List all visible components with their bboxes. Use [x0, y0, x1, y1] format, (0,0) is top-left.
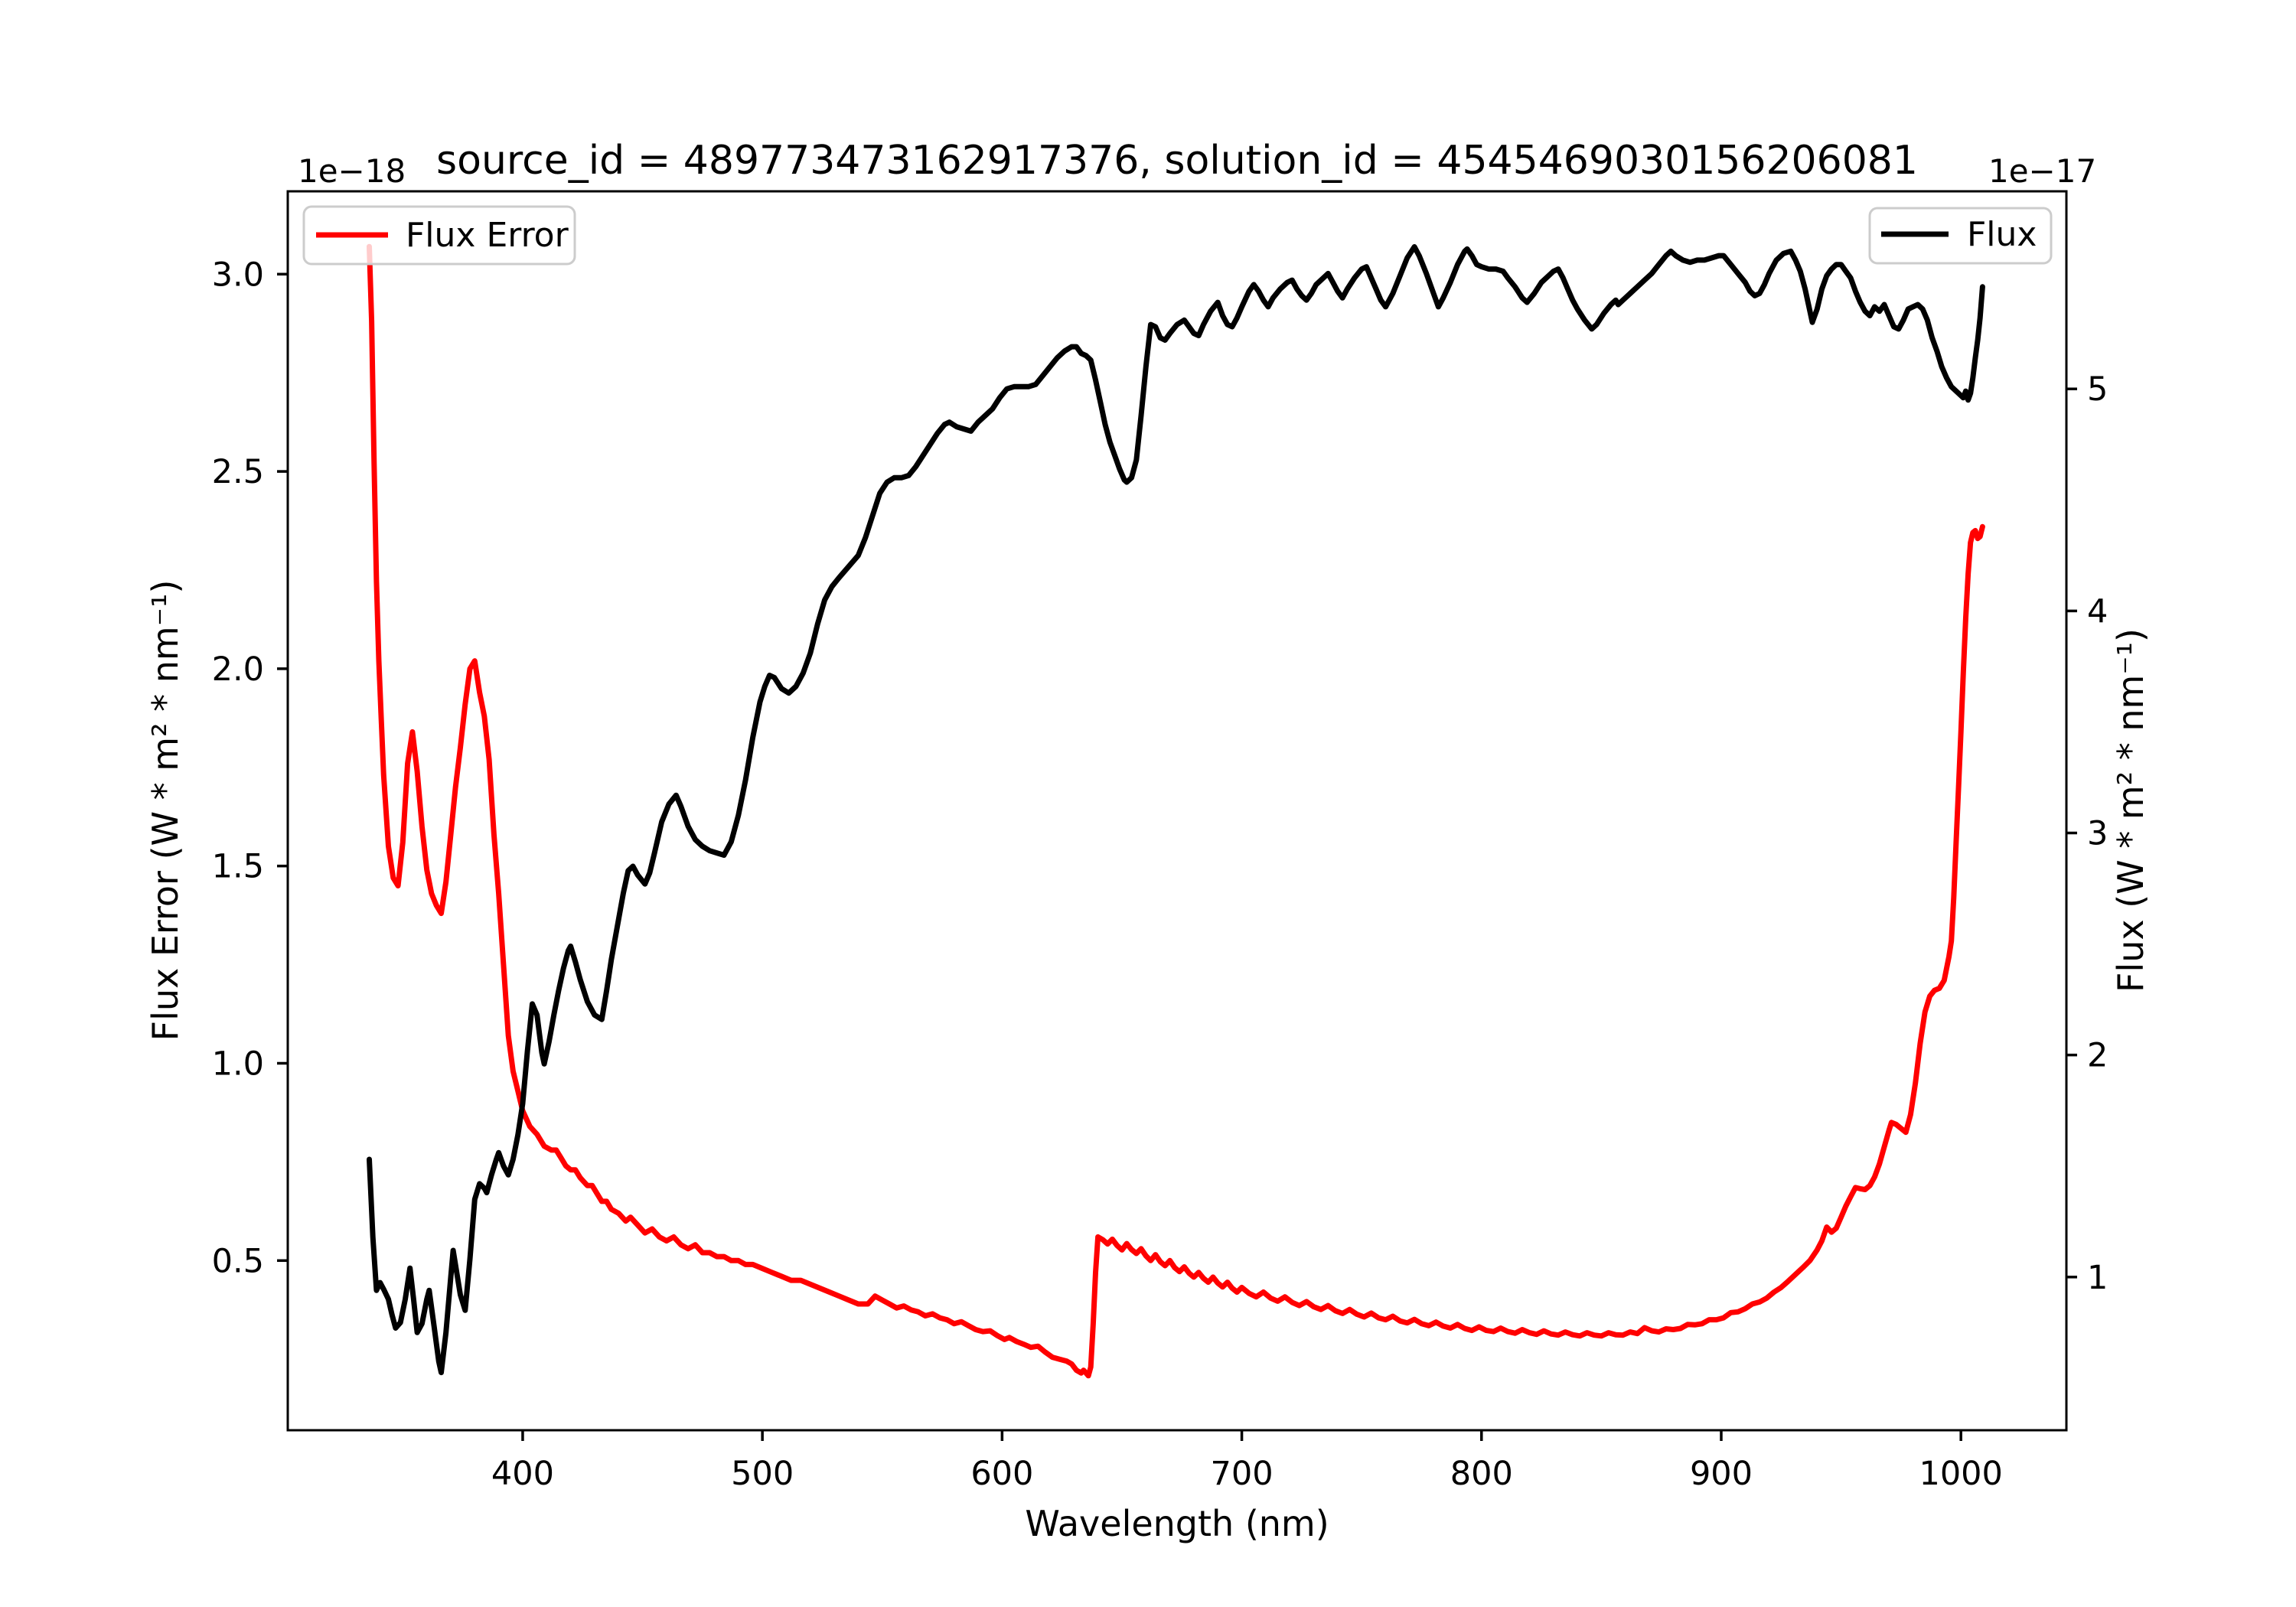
- x-tick-label: 900: [1690, 1455, 1753, 1493]
- left-y-tick-label: 2.5: [212, 453, 264, 491]
- right-y-tick-label: 5: [2087, 370, 2108, 409]
- x-tick-label: 700: [1211, 1455, 1274, 1493]
- right-y-axis-ticks: 1 2 3 4 5: [2066, 370, 2108, 1297]
- legend-flux-frame: [1868, 207, 2053, 265]
- left-y-tick-label: 0.5: [212, 1242, 264, 1280]
- plot-border: [286, 190, 2068, 1432]
- x-tick-label: 500: [731, 1455, 794, 1493]
- left-axis-offset-label: 1e−18: [298, 152, 406, 190]
- left-y-tick-label: 1.0: [212, 1045, 264, 1083]
- x-tick-label: 600: [970, 1455, 1033, 1493]
- flux-curve: [367, 244, 1985, 1376]
- legend-flux-label: Flux: [1967, 215, 2037, 254]
- legend-flux: Flux: [1868, 207, 2053, 265]
- legend-flux-error-frame: [302, 205, 576, 266]
- flux-error-curve: [367, 243, 1985, 1379]
- right-y-tick-label: 4: [2087, 592, 2108, 631]
- right-y-tick-label: 1: [2087, 1259, 2108, 1297]
- plot-title: source_id = 489773473162917376, solution…: [436, 138, 1918, 184]
- legend-flux-error: Flux Error: [302, 205, 576, 266]
- right-y-tick-label: 3: [2087, 815, 2108, 853]
- left-y-tick-label: 2.0: [212, 650, 264, 689]
- x-tick-label: 1000: [1919, 1455, 2002, 1493]
- x-axis-label: Wavelength (nm): [1025, 1503, 1329, 1544]
- x-axis-ticks: 400 500 600 700 800 900 1000: [491, 1430, 2003, 1493]
- x-tick-label: 400: [491, 1455, 554, 1493]
- x-tick-label: 800: [1450, 1455, 1513, 1493]
- left-y-tick-label: 3.0: [212, 256, 264, 294]
- right-y-axis-label: Flux (W * m² * nm⁻¹): [2110, 628, 2151, 993]
- right-y-tick-label: 2: [2087, 1037, 2108, 1075]
- left-y-axis-ticks: 0.5 1.0 1.5 2.0 2.5 3.0: [212, 256, 288, 1280]
- left-y-axis-label: Flux Error (W * m² * nm⁻¹): [145, 580, 186, 1041]
- right-axis-offset-label: 1e−17: [1988, 152, 2096, 190]
- left-y-tick-label: 1.5: [212, 848, 264, 886]
- legend-flux-error-label: Flux Error: [406, 216, 569, 255]
